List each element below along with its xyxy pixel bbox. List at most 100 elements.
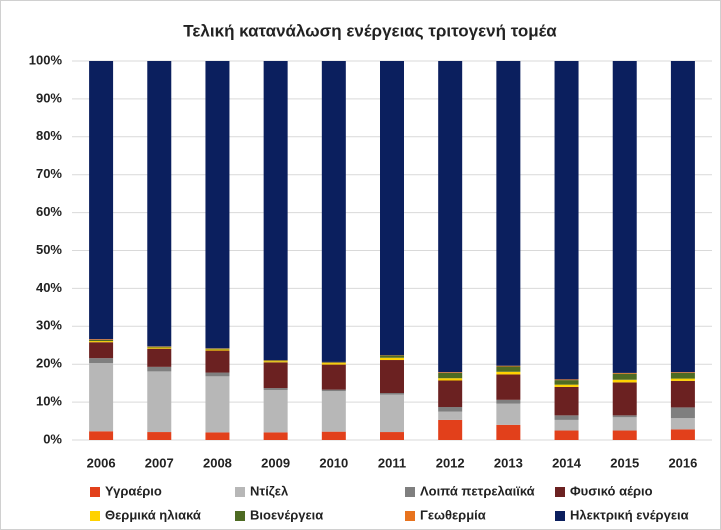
bar-segment <box>205 349 230 351</box>
bar-segment <box>147 348 172 367</box>
bar-segment <box>89 341 114 343</box>
bar-segment <box>554 384 579 387</box>
legend-swatch <box>405 487 415 497</box>
y-tick-label: 50% <box>36 242 62 257</box>
bar-segment <box>205 432 230 440</box>
y-tick-label: 90% <box>36 90 62 105</box>
bar-segment <box>496 424 521 440</box>
legend-swatch <box>90 487 100 497</box>
y-tick-label: 60% <box>36 204 62 219</box>
bar-segment <box>496 61 521 366</box>
bar-segment <box>263 361 288 363</box>
legend-swatch <box>235 487 245 497</box>
bar-segment <box>147 432 172 440</box>
bar-segment <box>321 431 346 440</box>
y-tick-label: 10% <box>36 394 62 409</box>
bar-segment <box>263 360 288 362</box>
bar-segment <box>263 389 288 433</box>
bar-segment <box>496 374 521 400</box>
x-tick-label: 2009 <box>261 455 290 470</box>
bar-segment <box>89 342 114 359</box>
legend-label: Ηλεκτρική ενέργεια <box>570 507 689 522</box>
y-tick-label: 0% <box>43 431 62 446</box>
bar-segment <box>438 380 463 408</box>
bar-segment <box>496 399 521 404</box>
bar-segment <box>438 372 463 379</box>
bar-segment <box>438 378 463 381</box>
legend-label: Θερμικά ηλιακά <box>105 507 201 522</box>
bar-segment <box>205 350 230 373</box>
x-tick-label: 2006 <box>87 455 116 470</box>
legend-swatch <box>90 511 100 521</box>
y-tick-label: 80% <box>36 128 62 143</box>
bar-segment <box>438 419 463 440</box>
y-tick-label: 100% <box>29 52 63 67</box>
x-tick-label: 2014 <box>552 455 582 470</box>
x-tick-label: 2011 <box>378 455 406 470</box>
bar-segment <box>670 372 695 373</box>
y-tick-label: 40% <box>36 280 62 295</box>
bar-segment <box>147 346 172 348</box>
bar-segment <box>147 61 172 347</box>
x-tick-label: 2013 <box>494 455 523 470</box>
x-tick-label: 2010 <box>319 455 348 470</box>
bar-segment <box>670 407 695 419</box>
legend-label: Ντίζελ <box>250 483 289 498</box>
chart-title: Τελική κατανάλωση ενέργειας τριτογενή το… <box>183 21 557 40</box>
bar-segment <box>89 431 114 440</box>
bar-segment <box>670 378 695 381</box>
bar-segment <box>263 61 288 361</box>
bar-segment <box>554 61 579 380</box>
bar-segment <box>89 358 114 364</box>
bar-segment <box>321 391 346 432</box>
bar-segment <box>496 371 521 375</box>
x-tick-label: 2015 <box>610 455 639 470</box>
legend-swatch <box>235 511 245 521</box>
legend-swatch <box>555 511 565 521</box>
bar-segment <box>380 61 404 356</box>
bar-segment <box>670 61 695 373</box>
legend-label: Λοιπά πετρελαιϊκά <box>420 483 535 498</box>
bar-segment <box>380 357 404 361</box>
bar-segment <box>263 432 288 440</box>
bar-segment <box>321 389 346 392</box>
bar-segment <box>496 365 521 367</box>
bar-segment <box>554 419 579 431</box>
bar-segment <box>612 372 637 374</box>
bar-segment <box>612 382 637 416</box>
y-tick-label: 70% <box>36 166 62 181</box>
bar-segment <box>438 411 463 420</box>
bar-segment <box>89 339 114 342</box>
bar-segment <box>612 430 637 440</box>
x-tick-label: 2008 <box>203 455 232 470</box>
bar-segment <box>554 430 579 440</box>
bar-segment <box>147 371 172 433</box>
bar-segment <box>438 407 463 412</box>
bar-segment <box>612 417 637 431</box>
bar-segment <box>554 415 579 420</box>
legend-label: Βιοενέργεια <box>250 507 323 522</box>
bar-segment <box>670 380 695 408</box>
bar-segment <box>89 61 114 340</box>
bar-segment <box>380 432 404 440</box>
bar-segment <box>612 373 637 380</box>
bar-segment <box>263 362 288 389</box>
bar-segment <box>554 386 579 416</box>
legend-label: Φυσικό αέριο <box>570 483 653 498</box>
bar-segment <box>554 379 579 381</box>
bar-segment <box>612 415 637 418</box>
x-tick-label: 2007 <box>145 455 174 470</box>
bar-segment <box>205 376 230 433</box>
bar-segment <box>147 366 172 372</box>
bar-segment <box>89 363 114 432</box>
bar-segment <box>670 429 695 440</box>
bar-segment <box>321 362 346 364</box>
bar-segment <box>380 393 404 395</box>
bar-segment <box>496 403 521 425</box>
bar-segment <box>263 388 288 390</box>
legend-label: Γεωθερμία <box>420 507 486 522</box>
bar-segment <box>670 418 695 430</box>
y-tick-label: 20% <box>36 356 62 371</box>
